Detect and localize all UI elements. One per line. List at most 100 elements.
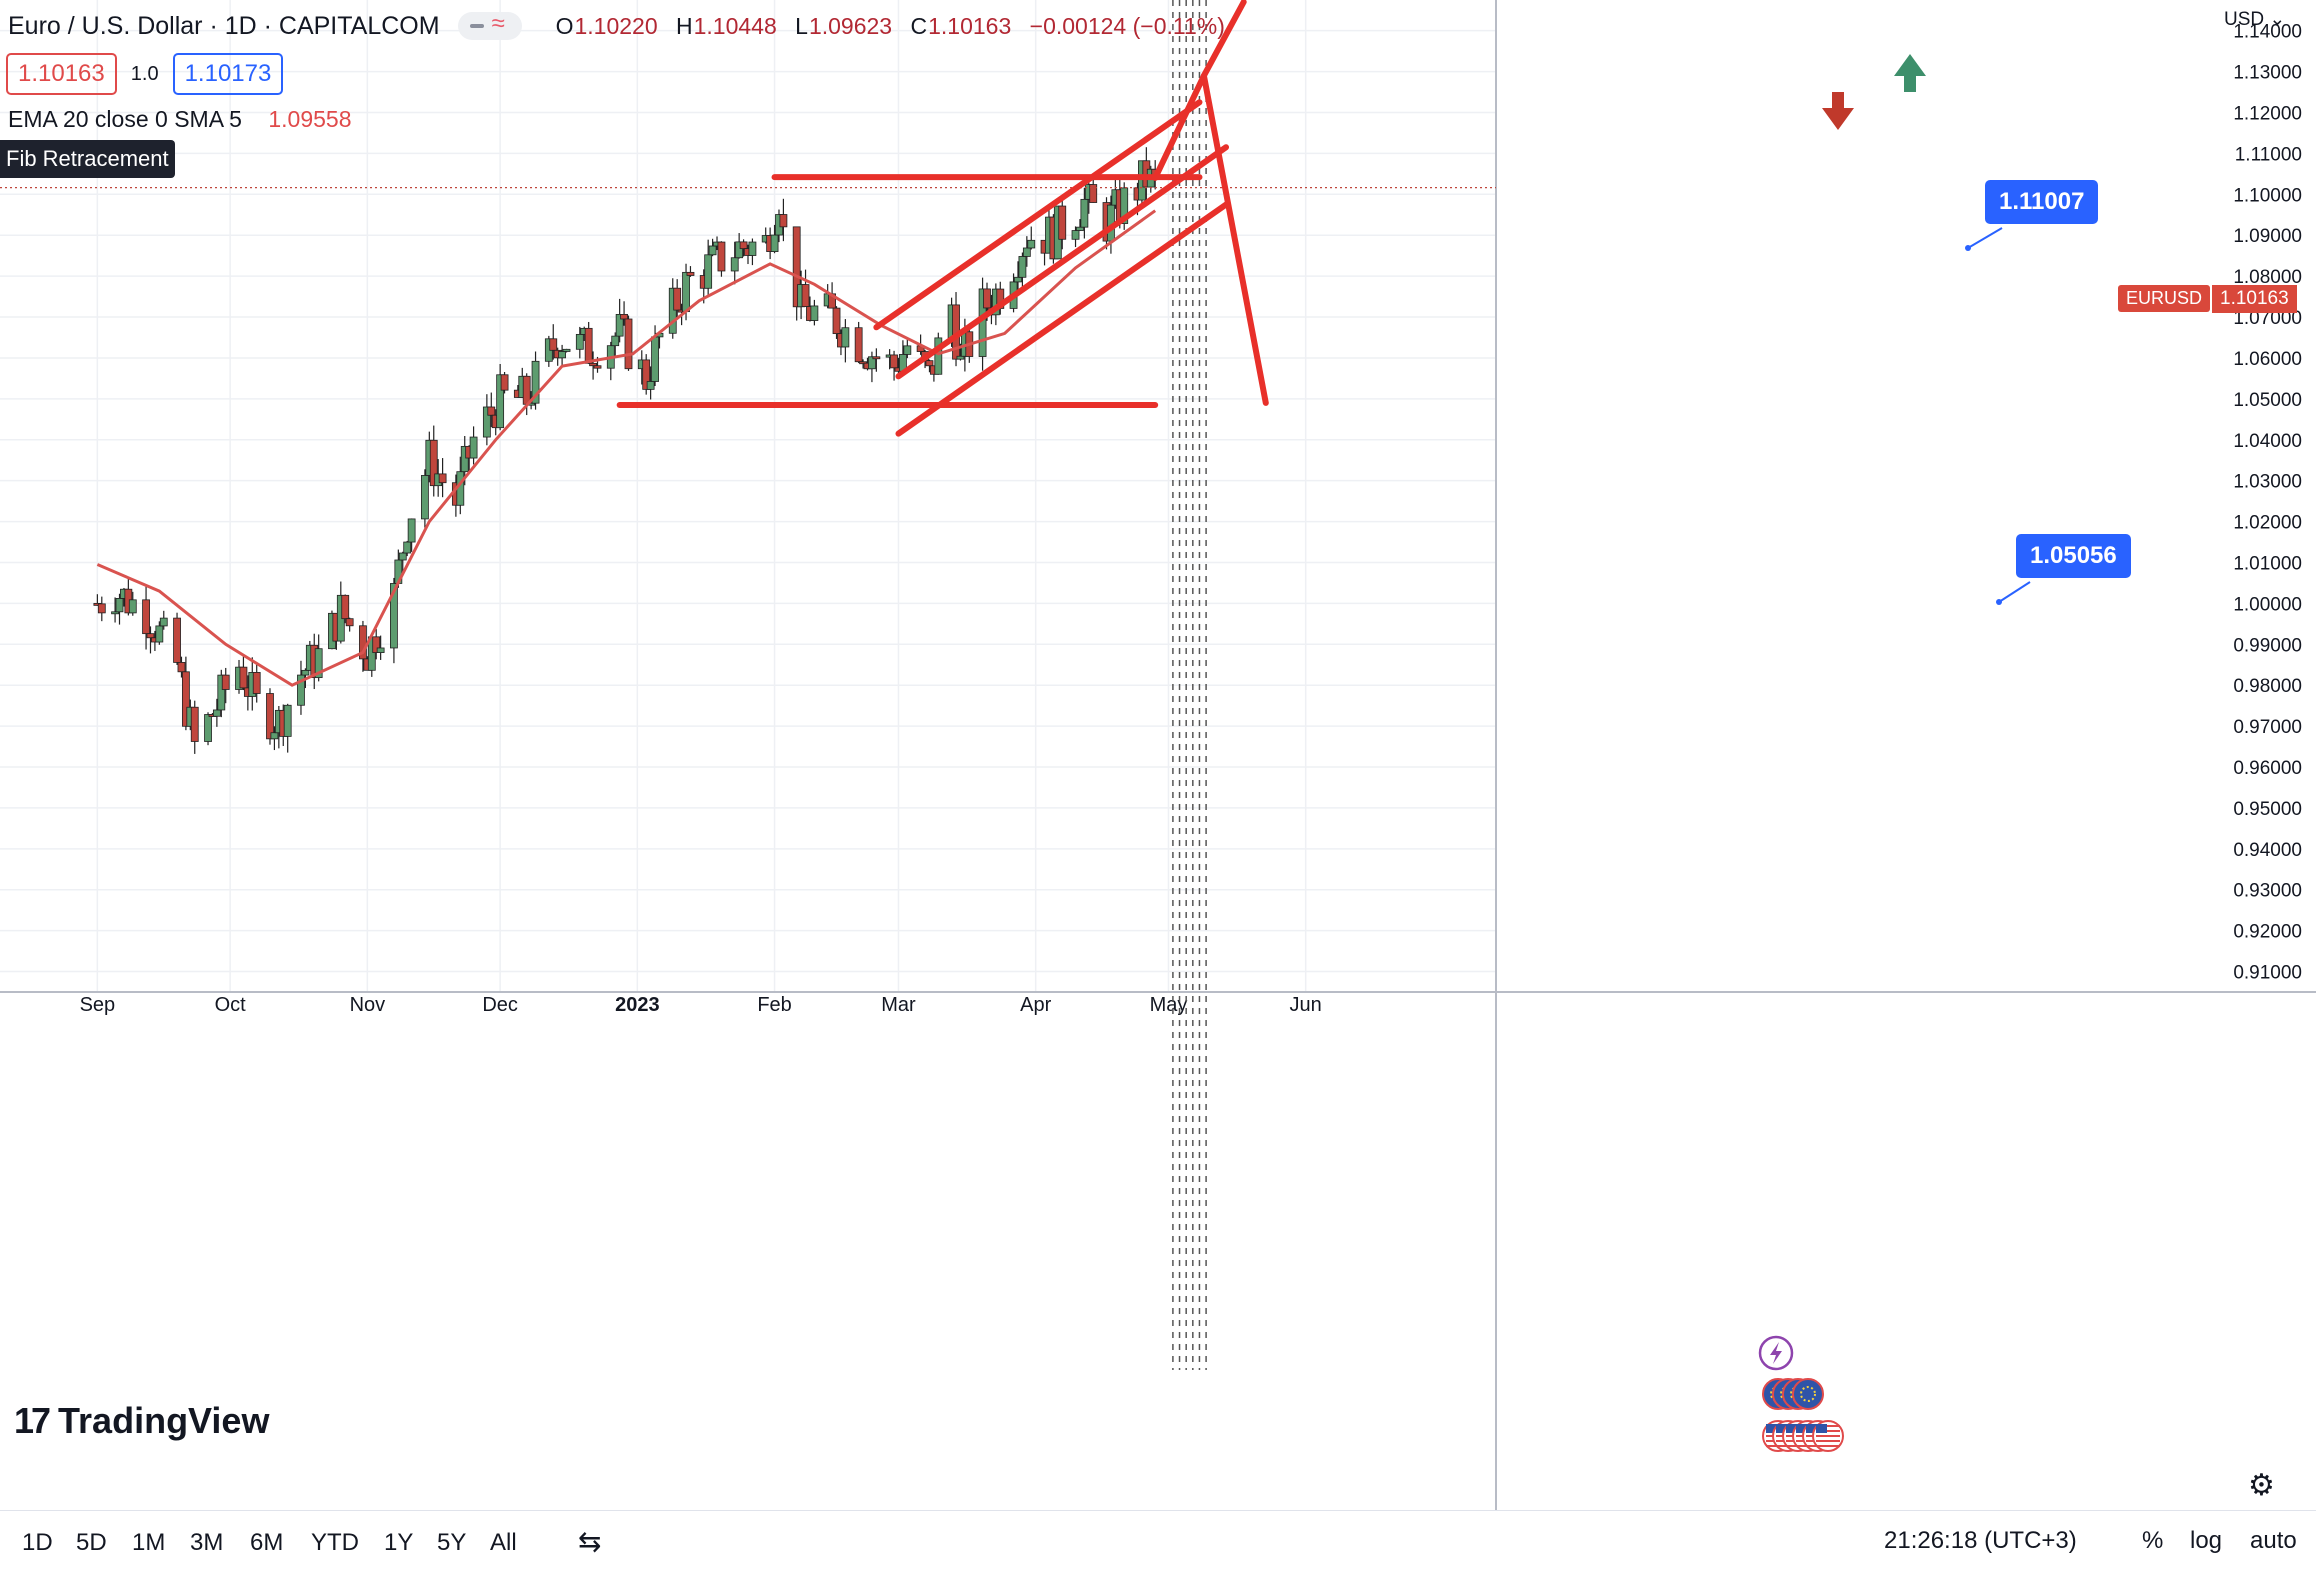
date-tick-label: Jun [1290, 994, 1322, 1016]
price-tick-label: 1.08000 [2233, 267, 2302, 288]
candle-up [956, 355, 965, 360]
minus-icon [469, 24, 484, 28]
candle-down [739, 241, 748, 250]
timeframe-1m[interactable]: 1M [132, 1529, 166, 1556]
ema-20-line [96, 209, 1157, 687]
candle-up [460, 445, 469, 473]
us-canton [1766, 1424, 1777, 1433]
indicator-legend[interactable]: EMA 20 close 0 SMA 5 1.09558 [8, 106, 351, 133]
symbol-title[interactable]: Euro / U.S. Dollar · 1D · CAPITALCOM [8, 11, 440, 40]
candle-up [398, 552, 407, 561]
candle-up [297, 674, 305, 706]
candle-down [266, 693, 274, 740]
candle-up [314, 648, 323, 679]
price-tick-label: 1.06000 [2233, 349, 2302, 370]
price-tick-label: 1.01000 [2233, 553, 2302, 574]
candle-up [682, 271, 690, 313]
candle-up [1076, 226, 1084, 231]
timeframe-3m[interactable]: 3M [190, 1529, 224, 1556]
indicator-visibility-toggle[interactable]: ≈ [457, 10, 522, 40]
channel-lower-line [895, 201, 1230, 437]
date-tick-label: Apr [1020, 994, 1051, 1016]
candle-up [668, 287, 677, 334]
us-flag-event-icon [1812, 1420, 1844, 1452]
us-canton [1776, 1424, 1787, 1433]
candle-down [345, 618, 354, 627]
price-tick-label: 0.95000 [2233, 799, 2302, 820]
candle-down [593, 365, 602, 369]
indicator-label: EMA 20 close 0 SMA 5 [8, 106, 242, 132]
timeframe-5d[interactable]: 5D [76, 1529, 107, 1556]
candle-up [155, 625, 164, 643]
chart-header: Euro / U.S. Dollar · 1D · CAPITALCOM ≈ O… [8, 8, 1237, 44]
us-canton [1786, 1424, 1797, 1433]
sell-button[interactable]: 1.10163 [6, 53, 117, 95]
candle-up [531, 360, 540, 404]
candle-up [482, 406, 491, 438]
candle-up [558, 351, 567, 359]
callout-anchor [1996, 599, 2002, 605]
timeframe-all[interactable]: All [490, 1529, 517, 1556]
gear-icon[interactable]: ⚙ [2248, 1469, 2275, 1502]
candle-up [708, 245, 717, 256]
candle-down [832, 307, 841, 335]
candle-down [624, 318, 633, 370]
drawing-tool-tag: Fib Retracement [0, 140, 175, 178]
bottom-toolbar: 1D 5D 1M 3M 6M YTD 1Y 5Y All ⇆ [0, 1510, 2316, 1571]
target-callout-upper[interactable]: 1.11007 [1985, 180, 2099, 224]
wave-icon: ≈ [491, 10, 505, 37]
candle-up [562, 348, 571, 352]
currency-selector[interactable]: USD ⌄ [2224, 9, 2286, 30]
price-tick-label: 0.97000 [2233, 717, 2302, 738]
us-canton [1796, 1424, 1807, 1433]
timeframe-5y[interactable]: 5Y [437, 1529, 467, 1556]
candle-up [1014, 276, 1022, 283]
candle-up [376, 647, 385, 653]
candle-up [730, 257, 739, 272]
compare-icon[interactable]: ⇆ [578, 1526, 602, 1557]
candle-down [549, 338, 558, 351]
projection-up-path [1200, 0, 1247, 79]
buy-button[interactable]: 1.10173 [172, 53, 284, 95]
log-toggle[interactable]: log [2190, 1527, 2223, 1554]
candle-down [717, 241, 726, 272]
callout-anchor [1965, 245, 1971, 251]
candle-up [469, 436, 478, 459]
timeframe-6m[interactable]: 6M [250, 1529, 284, 1556]
clock[interactable]: 21:26:18 (UTC+3) [1884, 1527, 2077, 1554]
percent-toggle[interactable]: % [2142, 1527, 2164, 1554]
spread-value: 1.0 [130, 62, 159, 85]
date-tick-label: Sep [80, 994, 116, 1016]
price-tick-label: 1.10000 [2233, 185, 2302, 206]
us-canton [1816, 1424, 1827, 1433]
price-tick-label: 1.00000 [2233, 594, 2302, 615]
candle-up [390, 583, 398, 649]
target-callout-lower[interactable]: 1.05056 [2016, 534, 2131, 578]
close-value: 1.10163 [928, 12, 1012, 39]
date-tick-label: Nov [350, 994, 386, 1016]
candle-up [903, 345, 912, 355]
candle-down [854, 327, 863, 363]
candle-up [111, 611, 119, 615]
tradingview-name: TradingView [58, 1400, 270, 1441]
timeframe-1d[interactable]: 1D [22, 1529, 53, 1556]
candle-down [801, 284, 810, 307]
date-tick-label: Mar [881, 994, 916, 1016]
candle-down [859, 361, 867, 365]
price-tick-label: 0.99000 [2233, 635, 2302, 656]
date-tick-label: Dec [482, 994, 518, 1016]
candle-down [146, 633, 155, 639]
timeframe-1y[interactable]: 1Y [384, 1529, 414, 1556]
candle-down [642, 359, 651, 390]
price-tick-label: 1.09000 [2233, 226, 2302, 247]
candle-up [575, 333, 584, 350]
timeframe-ytd[interactable]: YTD [311, 1529, 359, 1556]
tradingview-logo[interactable]: 17 TradingView [14, 1400, 269, 1442]
auto-toggle[interactable]: auto [2250, 1527, 2297, 1554]
high-value: 1.10448 [693, 12, 777, 39]
arrow-down-icon [1822, 92, 1854, 130]
candle-down [792, 226, 801, 308]
candle-up [420, 475, 429, 520]
price-tick-label: 0.98000 [2233, 676, 2302, 697]
